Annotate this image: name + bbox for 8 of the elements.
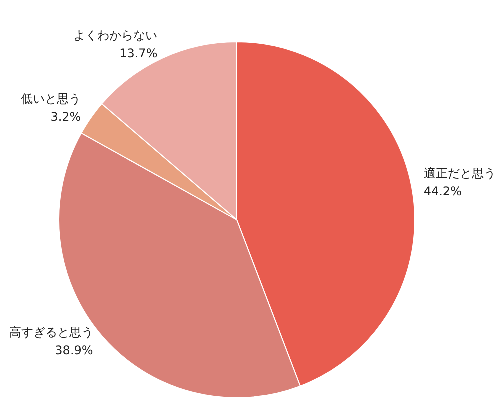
slice-label: 適正だと思う: [424, 166, 496, 181]
data-label: 38.9%: [55, 343, 94, 358]
slice-label: 低いと思う: [21, 92, 82, 106]
data-label: 44.2%: [424, 184, 462, 199]
data-label: 13.7%: [120, 46, 158, 60]
slice-label: 高すぎると思う: [9, 325, 94, 340]
data-label: 3.2%: [50, 110, 82, 124]
slice-label: よくわからない: [74, 28, 158, 42]
